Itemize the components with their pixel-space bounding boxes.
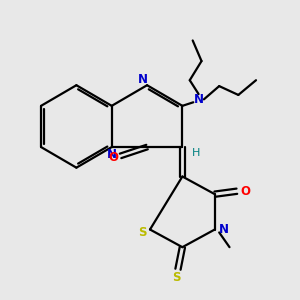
Text: S: S [172, 271, 181, 284]
Text: N: N [219, 223, 229, 236]
Text: S: S [138, 226, 147, 239]
Text: N: N [138, 74, 148, 86]
Text: O: O [108, 151, 118, 164]
Text: N: N [107, 148, 117, 161]
Text: H: H [191, 148, 200, 158]
Text: N: N [194, 93, 204, 106]
Text: O: O [240, 185, 250, 198]
